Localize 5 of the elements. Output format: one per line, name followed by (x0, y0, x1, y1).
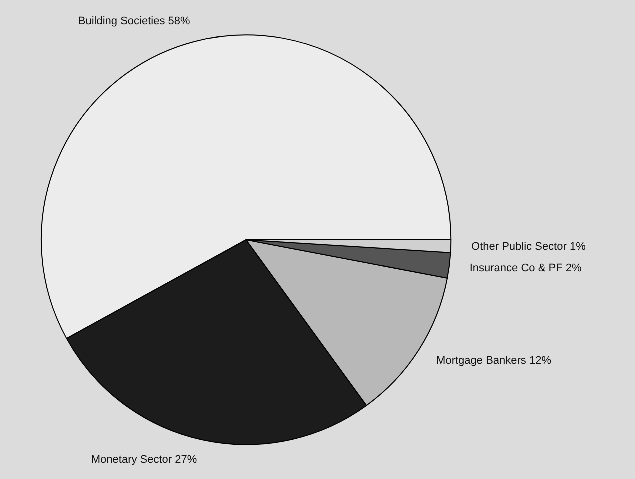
slice-label: Insurance Co & PF 2% (470, 262, 582, 274)
slice-label: Other Public Sector 1% (472, 241, 586, 254)
slice-label: Monetary Sector 27% (91, 454, 198, 466)
slice-label: Mortgage Bankers 12% (436, 354, 552, 367)
slice-label: Building Societies 58% (78, 16, 190, 28)
